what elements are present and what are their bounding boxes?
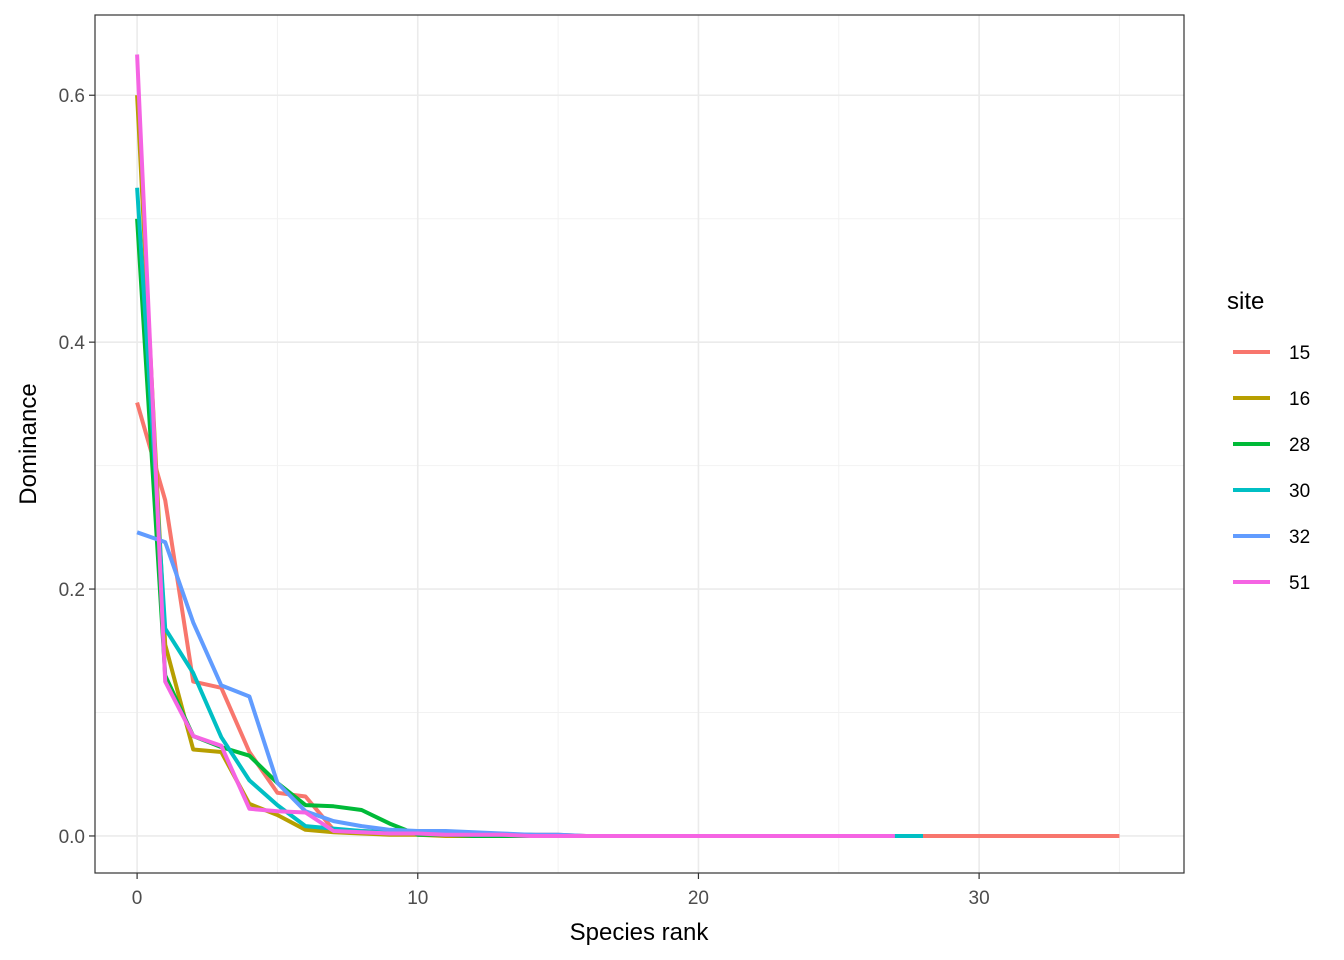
x-axis: 0 10 20 30 xyxy=(132,873,990,909)
series-layer xyxy=(135,54,1120,838)
y-tick-label: 0.2 xyxy=(59,580,85,601)
legend-item-30: 30 xyxy=(1233,481,1310,502)
y-axis-title: Dominance xyxy=(15,383,42,504)
legend-label: 16 xyxy=(1289,389,1310,410)
legend-label: 15 xyxy=(1289,343,1310,364)
x-axis-title: Species rank xyxy=(570,919,710,946)
panel-border xyxy=(94,14,1185,874)
legend: site 15 16 28 30 32 51 xyxy=(1227,288,1310,594)
legend-label: 28 xyxy=(1289,435,1310,456)
y-axis: 0.0 0.2 0.4 0.6 xyxy=(59,86,95,848)
y-tick-label: 0.4 xyxy=(59,333,86,354)
y-tick-label: 0.6 xyxy=(59,86,85,107)
legend-item-32: 32 xyxy=(1233,527,1310,548)
legend-label: 32 xyxy=(1289,527,1310,548)
legend-label: 51 xyxy=(1289,573,1310,594)
legend-item-51: 51 xyxy=(1233,573,1310,594)
legend-item-15: 15 xyxy=(1233,343,1310,364)
legend-title: site xyxy=(1227,288,1264,315)
x-tick-label: 30 xyxy=(969,888,990,909)
legend-label: 30 xyxy=(1289,481,1310,502)
grid-layer xyxy=(95,15,1184,873)
series-line-51 xyxy=(135,54,895,838)
x-tick-label: 10 xyxy=(407,888,428,909)
x-tick-label: 0 xyxy=(132,888,143,909)
legend-item-16: 16 xyxy=(1233,389,1310,410)
x-tick-label: 20 xyxy=(688,888,709,909)
legend-item-28: 28 xyxy=(1233,435,1310,456)
y-tick-label: 0.0 xyxy=(59,827,85,848)
